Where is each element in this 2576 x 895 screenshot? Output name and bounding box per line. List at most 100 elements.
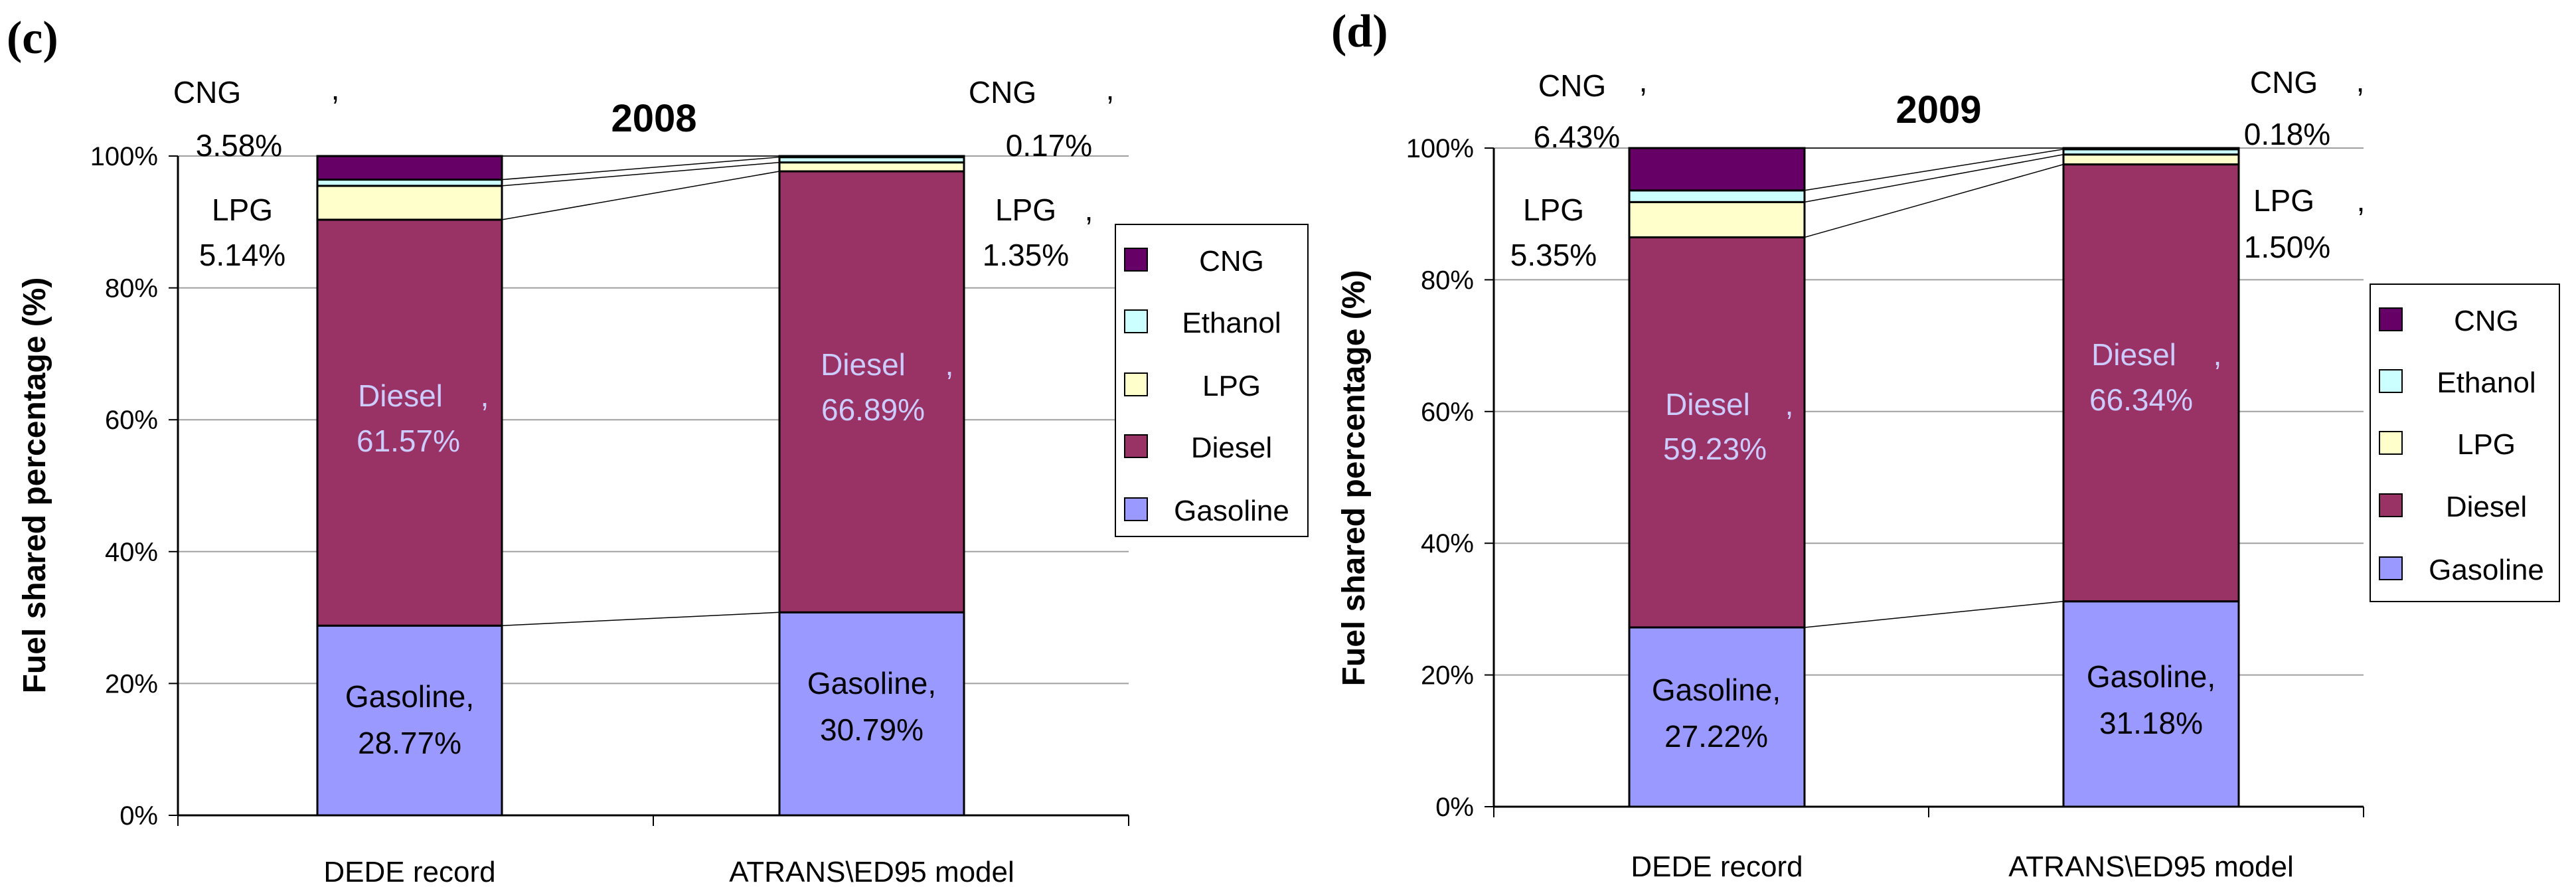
series-connector-line	[1804, 149, 2064, 191]
legend-swatch-gasoline	[2379, 556, 2403, 580]
data-label-diesel: Diesel	[821, 347, 906, 382]
data-label-diesel: ,	[2214, 337, 2222, 372]
series-connector-line	[501, 156, 780, 181]
bar-segment-lpg-model	[2062, 153, 2240, 166]
bar-segment-gasoline-dede	[1628, 626, 1806, 808]
legend-label-ethanol: Ethanol	[1182, 307, 1281, 339]
legend-swatch-lpg	[1124, 372, 1148, 396]
data-label-gasoline: 27.22%	[1664, 719, 1768, 754]
legend-label-ethanol: Ethanol	[2437, 366, 2536, 399]
data-label-diesel: 59.23%	[1663, 432, 1767, 466]
data-label-cng: CNG	[969, 75, 1036, 110]
bar-segment-cng-dede	[316, 155, 503, 181]
data-label-lpg: ,	[1085, 193, 1093, 227]
chart-title: 2008	[611, 97, 696, 140]
y-tick-label: 60%	[105, 406, 158, 435]
data-label-diesel: ,	[945, 347, 954, 382]
legend-swatch-ethanol	[2379, 369, 2403, 393]
bar-segment-ethanol-dede	[1628, 189, 1806, 203]
legend-swatch-cng	[1124, 248, 1148, 272]
bar-segment-cng-dede	[1628, 147, 1806, 192]
bar-segment-gasoline-dede	[316, 624, 503, 817]
data-label-cng: ,	[2356, 64, 2365, 98]
x-category-label: DEDE record	[1631, 851, 1803, 883]
data-label-cng: 0.17%	[1006, 128, 1092, 163]
y-tick-label: 0%	[120, 801, 158, 831]
bar-segment-cng-model	[2062, 147, 2240, 151]
chart-d: 0% 20% 40% 60% 80% 100% DEDE record ATRANS\ED95…	[1331, 6, 2560, 883]
chart-c: 0% 20% 40% 60% 80% 100% DEDE record ATRANS\ED95…	[7, 13, 1309, 888]
data-label-lpg: ,	[2357, 183, 2366, 218]
legend-label-diesel: Diesel	[2446, 491, 2527, 523]
bar-segment-diesel-dede	[1628, 236, 1806, 629]
series-connector-line	[1804, 163, 2064, 238]
data-label-cng: ,	[331, 72, 340, 106]
data-label-lpg: 1.35%	[983, 238, 1069, 272]
bar-segment-diesel-dede	[316, 218, 503, 627]
legend-label-lpg: LPG	[2457, 428, 2516, 461]
data-label-gasoline: 28.77%	[358, 726, 461, 760]
bar-segment-diesel-model	[2062, 163, 2240, 603]
bar-segment-gasoline-model	[778, 611, 965, 817]
panel-label: (d)	[1331, 6, 1388, 57]
bar-segment-gasoline-model	[2062, 600, 2240, 808]
y-tick-label: 20%	[1421, 661, 1474, 691]
legend-label-diesel: Diesel	[1191, 432, 1272, 464]
legend-swatch-ethanol	[1124, 309, 1148, 333]
data-label-cng: ,	[1106, 72, 1115, 106]
data-label-cng: CNG	[2250, 65, 2318, 100]
bar-segment-cng-model	[778, 155, 965, 159]
data-label-diesel: ,	[1785, 387, 1794, 422]
data-label-cng: 6.43%	[1534, 120, 1620, 154]
series-connector-line	[1804, 600, 2064, 628]
y-tick-label: 80%	[105, 274, 158, 303]
legend-label-gasoline: Gasoline	[1174, 495, 1289, 527]
data-label-cng: 3.58%	[196, 128, 282, 163]
data-label-diesel: ,	[481, 378, 489, 413]
y-axis-label: Fuel shared percentage (%)	[17, 278, 52, 694]
data-label-gasoline: Gasoline,	[807, 666, 936, 700]
data-label-diesel: 61.57%	[357, 424, 460, 458]
data-label-diesel: 66.34%	[2089, 382, 2193, 417]
data-label-diesel: Diesel	[2091, 337, 2176, 372]
data-label-cng: ,	[1639, 64, 1648, 98]
data-label-lpg: LPG	[995, 193, 1056, 227]
x-category-label: DEDE record	[323, 856, 495, 888]
legend-label-lpg: LPG	[1202, 370, 1261, 402]
y-axis-label: Fuel shared percentage (%)	[1336, 270, 1372, 687]
bar-segment-lpg-dede	[316, 185, 503, 221]
y-tick-label: 80%	[1421, 266, 1474, 295]
data-label-lpg: LPG	[1523, 193, 1584, 227]
data-label-gasoline: 31.18%	[2099, 706, 2203, 740]
data-label-cng: CNG	[1538, 68, 1606, 103]
series-connector-line	[501, 611, 780, 627]
bar-segment-lpg-model	[778, 161, 965, 173]
legend-swatch-cng	[2379, 307, 2403, 331]
data-label-cng: 0.18%	[2244, 117, 2330, 151]
data-label-cng: CNG	[173, 75, 241, 110]
y-tick-label: 100%	[90, 142, 158, 171]
data-label-lpg: LPG	[2253, 183, 2314, 218]
series-connector-line	[501, 161, 780, 187]
data-label-gasoline: Gasoline,	[345, 679, 474, 714]
x-category-label: ATRANS\ED95 model	[729, 856, 1014, 888]
chart-title: 2009	[1895, 88, 1981, 131]
legend-swatch-lpg	[2379, 431, 2403, 455]
y-tick-label: 20%	[105, 669, 158, 698]
data-label-lpg: 5.14%	[199, 238, 285, 272]
y-tick-label: 40%	[105, 538, 158, 567]
data-label-gasoline: Gasoline,	[1652, 673, 1781, 707]
bar-segment-lpg-dede	[1628, 201, 1806, 238]
y-tick-label: 40%	[1421, 529, 1474, 558]
data-label-gasoline: Gasoline,	[2087, 659, 2215, 694]
data-label-diesel: Diesel	[358, 378, 443, 413]
bar-segment-diesel-model	[778, 170, 965, 613]
data-label-diesel: Diesel	[1665, 387, 1750, 422]
legend-swatch-diesel	[1124, 434, 1148, 458]
data-label-lpg: 5.35%	[1510, 238, 1597, 272]
legend-label-cng: CNG	[2454, 305, 2519, 337]
legend-swatch-diesel	[2379, 493, 2403, 517]
series-connector-line	[1804, 153, 2064, 203]
